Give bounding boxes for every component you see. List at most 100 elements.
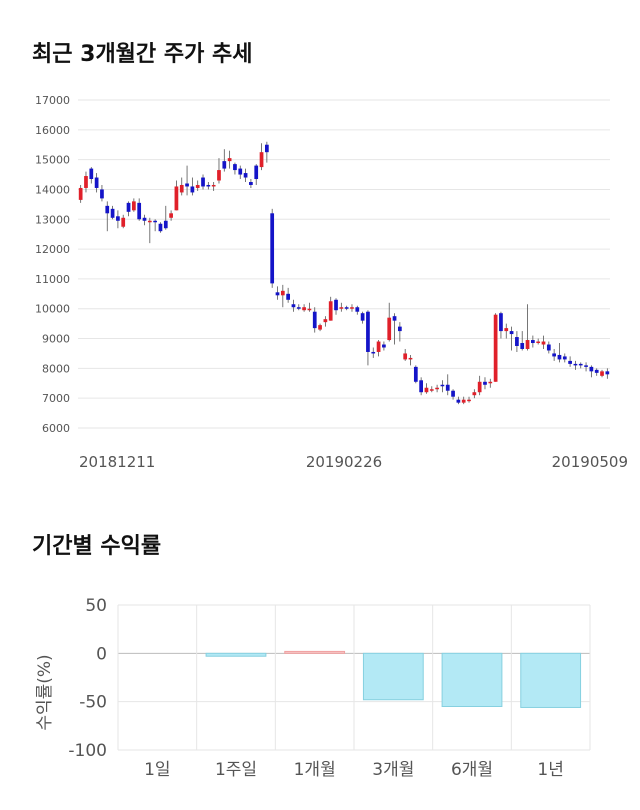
candle-body	[445, 384, 450, 391]
candle-body	[408, 357, 413, 360]
candle-body	[222, 161, 227, 169]
candle-body	[179, 184, 184, 193]
candle-body	[131, 201, 136, 211]
candle-body	[291, 304, 296, 308]
y-tick-label: 8000	[42, 362, 70, 375]
category-label: 1주일	[215, 760, 257, 780]
candle-body	[371, 351, 376, 354]
candle-body	[504, 328, 509, 332]
candle-body	[578, 363, 583, 366]
candle-body	[94, 177, 99, 188]
y-tick-label: 12000	[35, 243, 70, 256]
candle-body	[259, 152, 264, 168]
candle-body	[243, 173, 248, 178]
candle-body	[536, 341, 541, 344]
candle-body	[211, 184, 216, 187]
candle-body	[302, 307, 306, 311]
candle-body	[530, 340, 535, 344]
y-tick-label: 6000	[42, 422, 70, 435]
candle-body	[323, 319, 328, 323]
candle-body	[467, 399, 471, 402]
category-label: 1개월	[294, 760, 336, 780]
y-tick-label: 10000	[35, 303, 70, 316]
candle-body	[477, 381, 482, 393]
candle-body	[435, 387, 439, 390]
candle-body	[142, 217, 147, 221]
candle-body	[318, 325, 322, 330]
candle-body	[217, 170, 221, 181]
candle-body	[397, 326, 402, 332]
candle-body	[147, 220, 152, 223]
candle-body	[339, 307, 344, 309]
candle-body	[116, 216, 120, 221]
candle-body	[355, 307, 360, 312]
category-label: 6개월	[451, 760, 493, 780]
candle-body	[264, 144, 269, 153]
candle-body	[105, 205, 110, 214]
candle-body	[413, 366, 418, 382]
candle-body	[84, 176, 88, 188]
category-label: 3개월	[372, 760, 414, 780]
return-bar	[362, 652, 424, 701]
candle-body	[584, 365, 588, 367]
candle-body	[270, 213, 275, 284]
y-axis-title: 수익률(%)	[35, 654, 55, 730]
candle-body	[153, 220, 158, 223]
return-bar	[441, 652, 503, 707]
category-label: 1일	[144, 760, 170, 780]
candle-body	[350, 307, 354, 309]
candle-body	[605, 371, 610, 375]
candle-body	[169, 213, 173, 218]
candle-body	[594, 369, 599, 373]
y-tick-label: -50	[79, 693, 107, 713]
candle-body	[126, 202, 131, 212]
candle-body	[568, 360, 572, 364]
candle-body	[233, 164, 237, 171]
candle-body	[227, 158, 232, 162]
candle-body	[312, 311, 317, 329]
y-tick-label: 14000	[35, 183, 70, 196]
candle-body	[600, 371, 604, 376]
candle-body	[483, 381, 487, 385]
candle-body	[275, 292, 280, 296]
y-tick-label: 0	[96, 644, 107, 664]
candle-body	[163, 220, 168, 229]
candle-body	[328, 301, 333, 321]
category-label: 1년	[537, 760, 563, 780]
candle-body	[387, 317, 392, 341]
candle-body	[382, 344, 386, 348]
candle-body	[158, 223, 163, 232]
candle-body	[254, 165, 259, 180]
candle-body	[206, 184, 211, 187]
candle-body	[376, 341, 381, 352]
y-tick-label: 50	[85, 596, 107, 616]
candle-body	[488, 381, 493, 384]
candle-body	[499, 313, 503, 332]
candle-body	[286, 293, 291, 300]
candle-body	[185, 183, 189, 187]
y-tick-label: 9000	[42, 333, 70, 346]
candle-body	[366, 311, 370, 352]
y-tick-label: 7000	[42, 392, 70, 405]
candle-body	[238, 168, 243, 175]
candle-body	[557, 354, 562, 360]
candle-body	[403, 353, 408, 360]
candle-body	[137, 202, 142, 220]
candle-body	[334, 299, 338, 311]
y-tick-label: 11000	[35, 273, 70, 286]
candle-body	[249, 182, 253, 185]
candle-body	[360, 313, 365, 321]
candle-body	[546, 344, 551, 351]
candle-body	[541, 341, 546, 345]
candle-body	[89, 168, 94, 180]
candle-body	[201, 177, 205, 187]
return-bar	[205, 652, 267, 657]
candle-body	[562, 356, 567, 360]
return-bar	[284, 650, 346, 654]
price-trend-title: 최근 3개월간 주가 추세	[32, 42, 253, 67]
candle-body	[429, 389, 434, 391]
candle-body	[392, 316, 397, 321]
return-bar	[520, 652, 582, 708]
candle-body	[525, 340, 530, 349]
candle-body	[509, 331, 514, 335]
